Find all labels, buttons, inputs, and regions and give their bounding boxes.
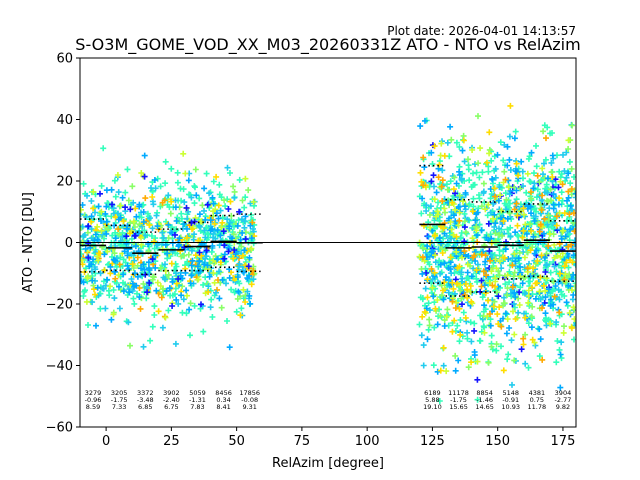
bin-count-label: 5148 xyxy=(502,389,519,397)
bin-std-label: 9.31 xyxy=(242,403,256,411)
bin-mean-label: 0.34 xyxy=(216,396,230,404)
bin-std-label: 6.85 xyxy=(138,403,152,411)
y-tick-label: −60 xyxy=(46,421,73,436)
bin-mean-label: -1.46 xyxy=(476,396,493,404)
bin-count-label: 11178 xyxy=(448,389,469,397)
bin-mean-label: -1.31 xyxy=(189,396,206,404)
plot-date: Plot date: 2026-04-01 14:13:57 xyxy=(387,24,576,38)
x-axis-label: RelAzim [degree] xyxy=(272,456,384,471)
bin-statistics-labels: 3279-0.968.593205-1.757.333372-3.486.853… xyxy=(85,389,572,411)
bin-count-label: 6189 xyxy=(424,389,441,397)
y-axis-label: ATO - NTO [DU] xyxy=(21,192,36,293)
bin-std-label: 19.10 xyxy=(423,403,442,411)
y-tick-label: −40 xyxy=(46,359,73,374)
y-tick-label: −20 xyxy=(46,298,73,313)
bin-count-label: 3372 xyxy=(137,389,154,397)
bin-mean-label: -0.91 xyxy=(502,396,519,404)
bin-count-label: 3902 xyxy=(163,389,180,397)
bin-mean-label: -1.75 xyxy=(111,396,128,404)
bin-std-label: 15.65 xyxy=(449,403,468,411)
bin-std-label: 11.78 xyxy=(528,403,547,411)
chart-title: S-O3M_GOME_VOD_XX_M03_20260331Z ATO - NT… xyxy=(75,35,580,55)
x-tick-label: 175 xyxy=(551,434,576,449)
x-axis: 0 25 50 75 100 125 150 175 xyxy=(102,427,575,449)
y-tick-label: 60 xyxy=(56,52,73,67)
x-tick-label: 0 xyxy=(102,434,110,449)
y-axis: −60 −40 −20 0 20 40 60 xyxy=(46,52,80,436)
bin-count-label: 3904 xyxy=(555,389,572,397)
bin-std-label: 6.75 xyxy=(164,403,178,411)
bin-std-label: 7.33 xyxy=(112,403,126,411)
bin-std-label: 14.65 xyxy=(475,403,494,411)
scatter-point-group xyxy=(417,117,576,391)
bin-std-label: 7.83 xyxy=(190,403,204,411)
bin-statistics-lines xyxy=(80,164,576,297)
bin-mean-label: -3.48 xyxy=(137,396,154,404)
bin-std-label: 9.82 xyxy=(556,403,570,411)
y-tick-label: 40 xyxy=(56,113,73,128)
y-tick-label: 0 xyxy=(65,236,73,251)
y-tick-label: 20 xyxy=(56,175,73,190)
scatter-point-group xyxy=(85,173,252,309)
bin-mean-label: -1.75 xyxy=(450,396,467,404)
scatter-point-group xyxy=(417,102,576,374)
x-tick-label: 150 xyxy=(485,434,510,449)
x-tick-label: 25 xyxy=(163,434,180,449)
bin-mean-label: -2.40 xyxy=(163,396,180,404)
bin-std-label: 8.41 xyxy=(216,403,230,411)
bin-mean-label: 0.75 xyxy=(530,396,544,404)
bin-count-label: 8456 xyxy=(215,389,232,397)
bin-count-label: 8854 xyxy=(476,389,493,397)
bin-std-label: 8.59 xyxy=(86,403,100,411)
x-tick-label: 125 xyxy=(420,434,445,449)
x-tick-label: 100 xyxy=(355,434,380,449)
bin-count-label: 3205 xyxy=(111,389,128,397)
bin-std-label: 10.93 xyxy=(501,403,520,411)
bin-count-label: 4381 xyxy=(529,389,546,397)
scatter-point-group xyxy=(416,137,576,375)
bin-count-label: 17856 xyxy=(239,389,260,397)
bin-mean-label: -0.08 xyxy=(241,396,258,404)
x-tick-label: 50 xyxy=(228,434,245,449)
bin-mean-label: -0.96 xyxy=(85,396,102,404)
bin-mean-label: 5.88 xyxy=(425,396,439,404)
bin-count-label: 5059 xyxy=(189,389,206,397)
x-tick-label: 75 xyxy=(294,434,311,449)
bin-count-label: 3279 xyxy=(85,389,102,397)
scatter-point-group xyxy=(419,135,576,363)
bin-mean-label: -2.77 xyxy=(555,396,572,404)
